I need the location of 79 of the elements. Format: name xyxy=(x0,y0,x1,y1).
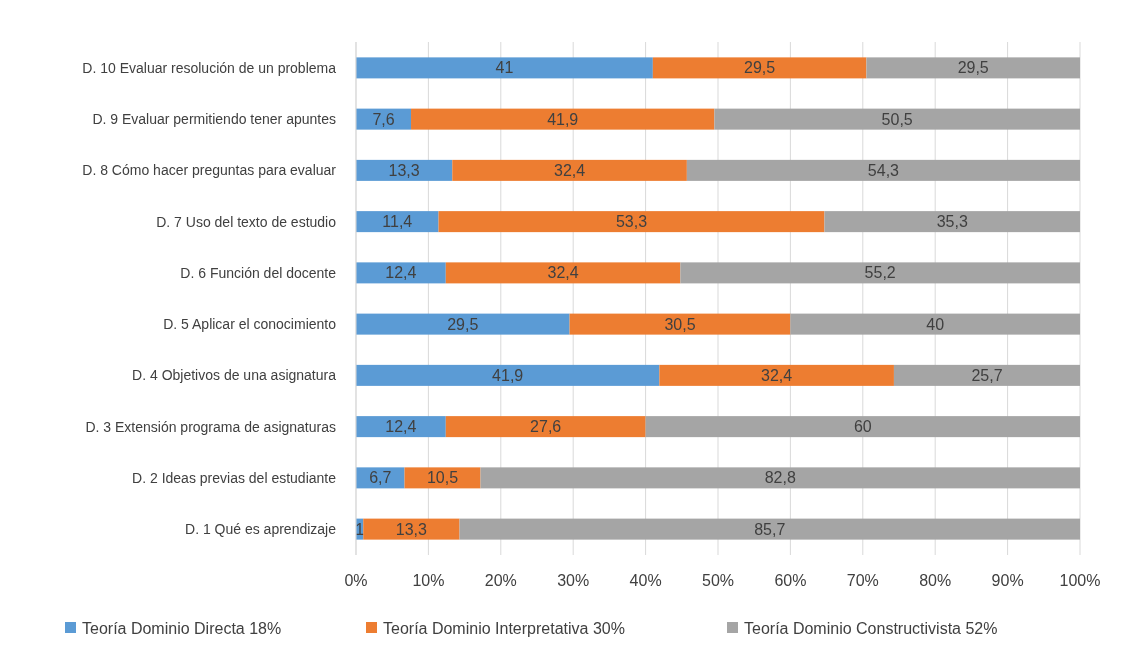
bar xyxy=(686,159,1080,181)
data-label: 41,9 xyxy=(492,366,524,384)
legend-label: Teoría Dominio Directa 18% xyxy=(82,619,282,637)
bar xyxy=(356,159,453,181)
data-label: 29,5 xyxy=(744,59,776,77)
legend-label: Teoría Dominio Constructivista 52% xyxy=(744,619,998,637)
x-tick-label: 70% xyxy=(846,572,879,589)
bar xyxy=(866,57,1080,79)
data-label: 30,5 xyxy=(664,315,696,333)
y-tick-label: D. 5 Aplicar el conocimiento xyxy=(163,316,337,333)
y-tick-label: D. 4 Objetivos de una asignatura xyxy=(132,367,337,384)
bar xyxy=(363,518,460,540)
bar xyxy=(714,108,1080,130)
data-label: 6,7 xyxy=(369,469,392,487)
x-tick-label: 50% xyxy=(701,572,735,589)
data-label: 29,5 xyxy=(447,315,479,333)
x-tick-label: 30% xyxy=(557,572,590,589)
x-tick-label: 0% xyxy=(344,572,368,589)
bar xyxy=(356,364,660,386)
data-label: 32,4 xyxy=(554,161,586,179)
bar xyxy=(680,262,1080,284)
data-label: 12,4 xyxy=(385,264,417,282)
bar xyxy=(356,313,570,335)
data-label: 32,4 xyxy=(547,264,579,282)
x-tick-label: 10% xyxy=(412,572,445,589)
y-tick-label: D. 3 Extensión programa de asignaturas xyxy=(85,418,336,435)
y-tick-label: D. 10 Evaluar resolución de un problema xyxy=(82,59,337,76)
bar xyxy=(452,159,687,181)
data-label: 82,8 xyxy=(764,469,796,487)
data-label: 12,4 xyxy=(385,418,417,436)
data-label: 13,3 xyxy=(388,161,420,179)
data-label: 54,3 xyxy=(867,161,900,179)
x-tick-label: 60% xyxy=(774,572,807,589)
bar xyxy=(824,211,1080,233)
legend-label: Teoría Dominio Interpretativa 30% xyxy=(383,619,625,637)
x-tick-label: 20% xyxy=(484,572,517,589)
data-label: 27,6 xyxy=(530,418,562,436)
data-label: 60 xyxy=(853,418,872,436)
data-label: 53,3 xyxy=(615,213,648,231)
data-label: 13,3 xyxy=(395,520,428,538)
bar xyxy=(652,57,867,79)
bar xyxy=(445,262,681,284)
data-label: 32,4 xyxy=(761,366,793,384)
y-tick-label: D. 2 Ideas previas del estudiante xyxy=(132,469,337,486)
data-label: 10,5 xyxy=(426,469,459,487)
bar xyxy=(480,467,1080,489)
y-tick-label: D. 1 Qué es aprendizaje xyxy=(185,521,337,538)
bar xyxy=(356,262,446,284)
bar xyxy=(438,211,825,233)
y-tick-label: D. 8 Cómo hacer preguntas para evaluar xyxy=(82,162,337,179)
x-tick-label: 90% xyxy=(991,572,1024,589)
y-tick-label: D. 7 Uso del texto de estudio xyxy=(156,213,337,230)
bar xyxy=(790,313,1080,335)
data-label: 11,4 xyxy=(382,213,413,231)
bar xyxy=(645,416,1080,438)
data-label: 7,6 xyxy=(372,110,395,128)
bar xyxy=(356,416,446,438)
bar xyxy=(445,416,646,438)
bar xyxy=(569,313,791,335)
y-tick-label: D. 6 Función del docente xyxy=(180,264,337,281)
data-label: 29,5 xyxy=(957,59,989,77)
data-label: 85,7 xyxy=(754,520,786,538)
data-label: 25,7 xyxy=(971,366,1003,384)
bar xyxy=(893,364,1080,386)
x-tick-label: 80% xyxy=(919,572,952,589)
x-tick-label: 100% xyxy=(1059,572,1101,589)
data-label: 41,9 xyxy=(547,110,579,128)
bar xyxy=(411,108,715,130)
data-label: 35,3 xyxy=(936,213,968,231)
x-tick-label: 40% xyxy=(629,572,662,589)
bar xyxy=(356,211,439,233)
data-label: 41 xyxy=(495,59,514,77)
data-label: 50,5 xyxy=(881,110,913,128)
bar xyxy=(659,364,894,386)
bar xyxy=(356,57,653,79)
data-label: 40 xyxy=(926,315,945,333)
bar xyxy=(459,518,1080,540)
data-label: 55,2 xyxy=(864,264,896,282)
y-tick-label: D. 9 Evaluar permitiendo tener apuntes xyxy=(92,111,336,128)
